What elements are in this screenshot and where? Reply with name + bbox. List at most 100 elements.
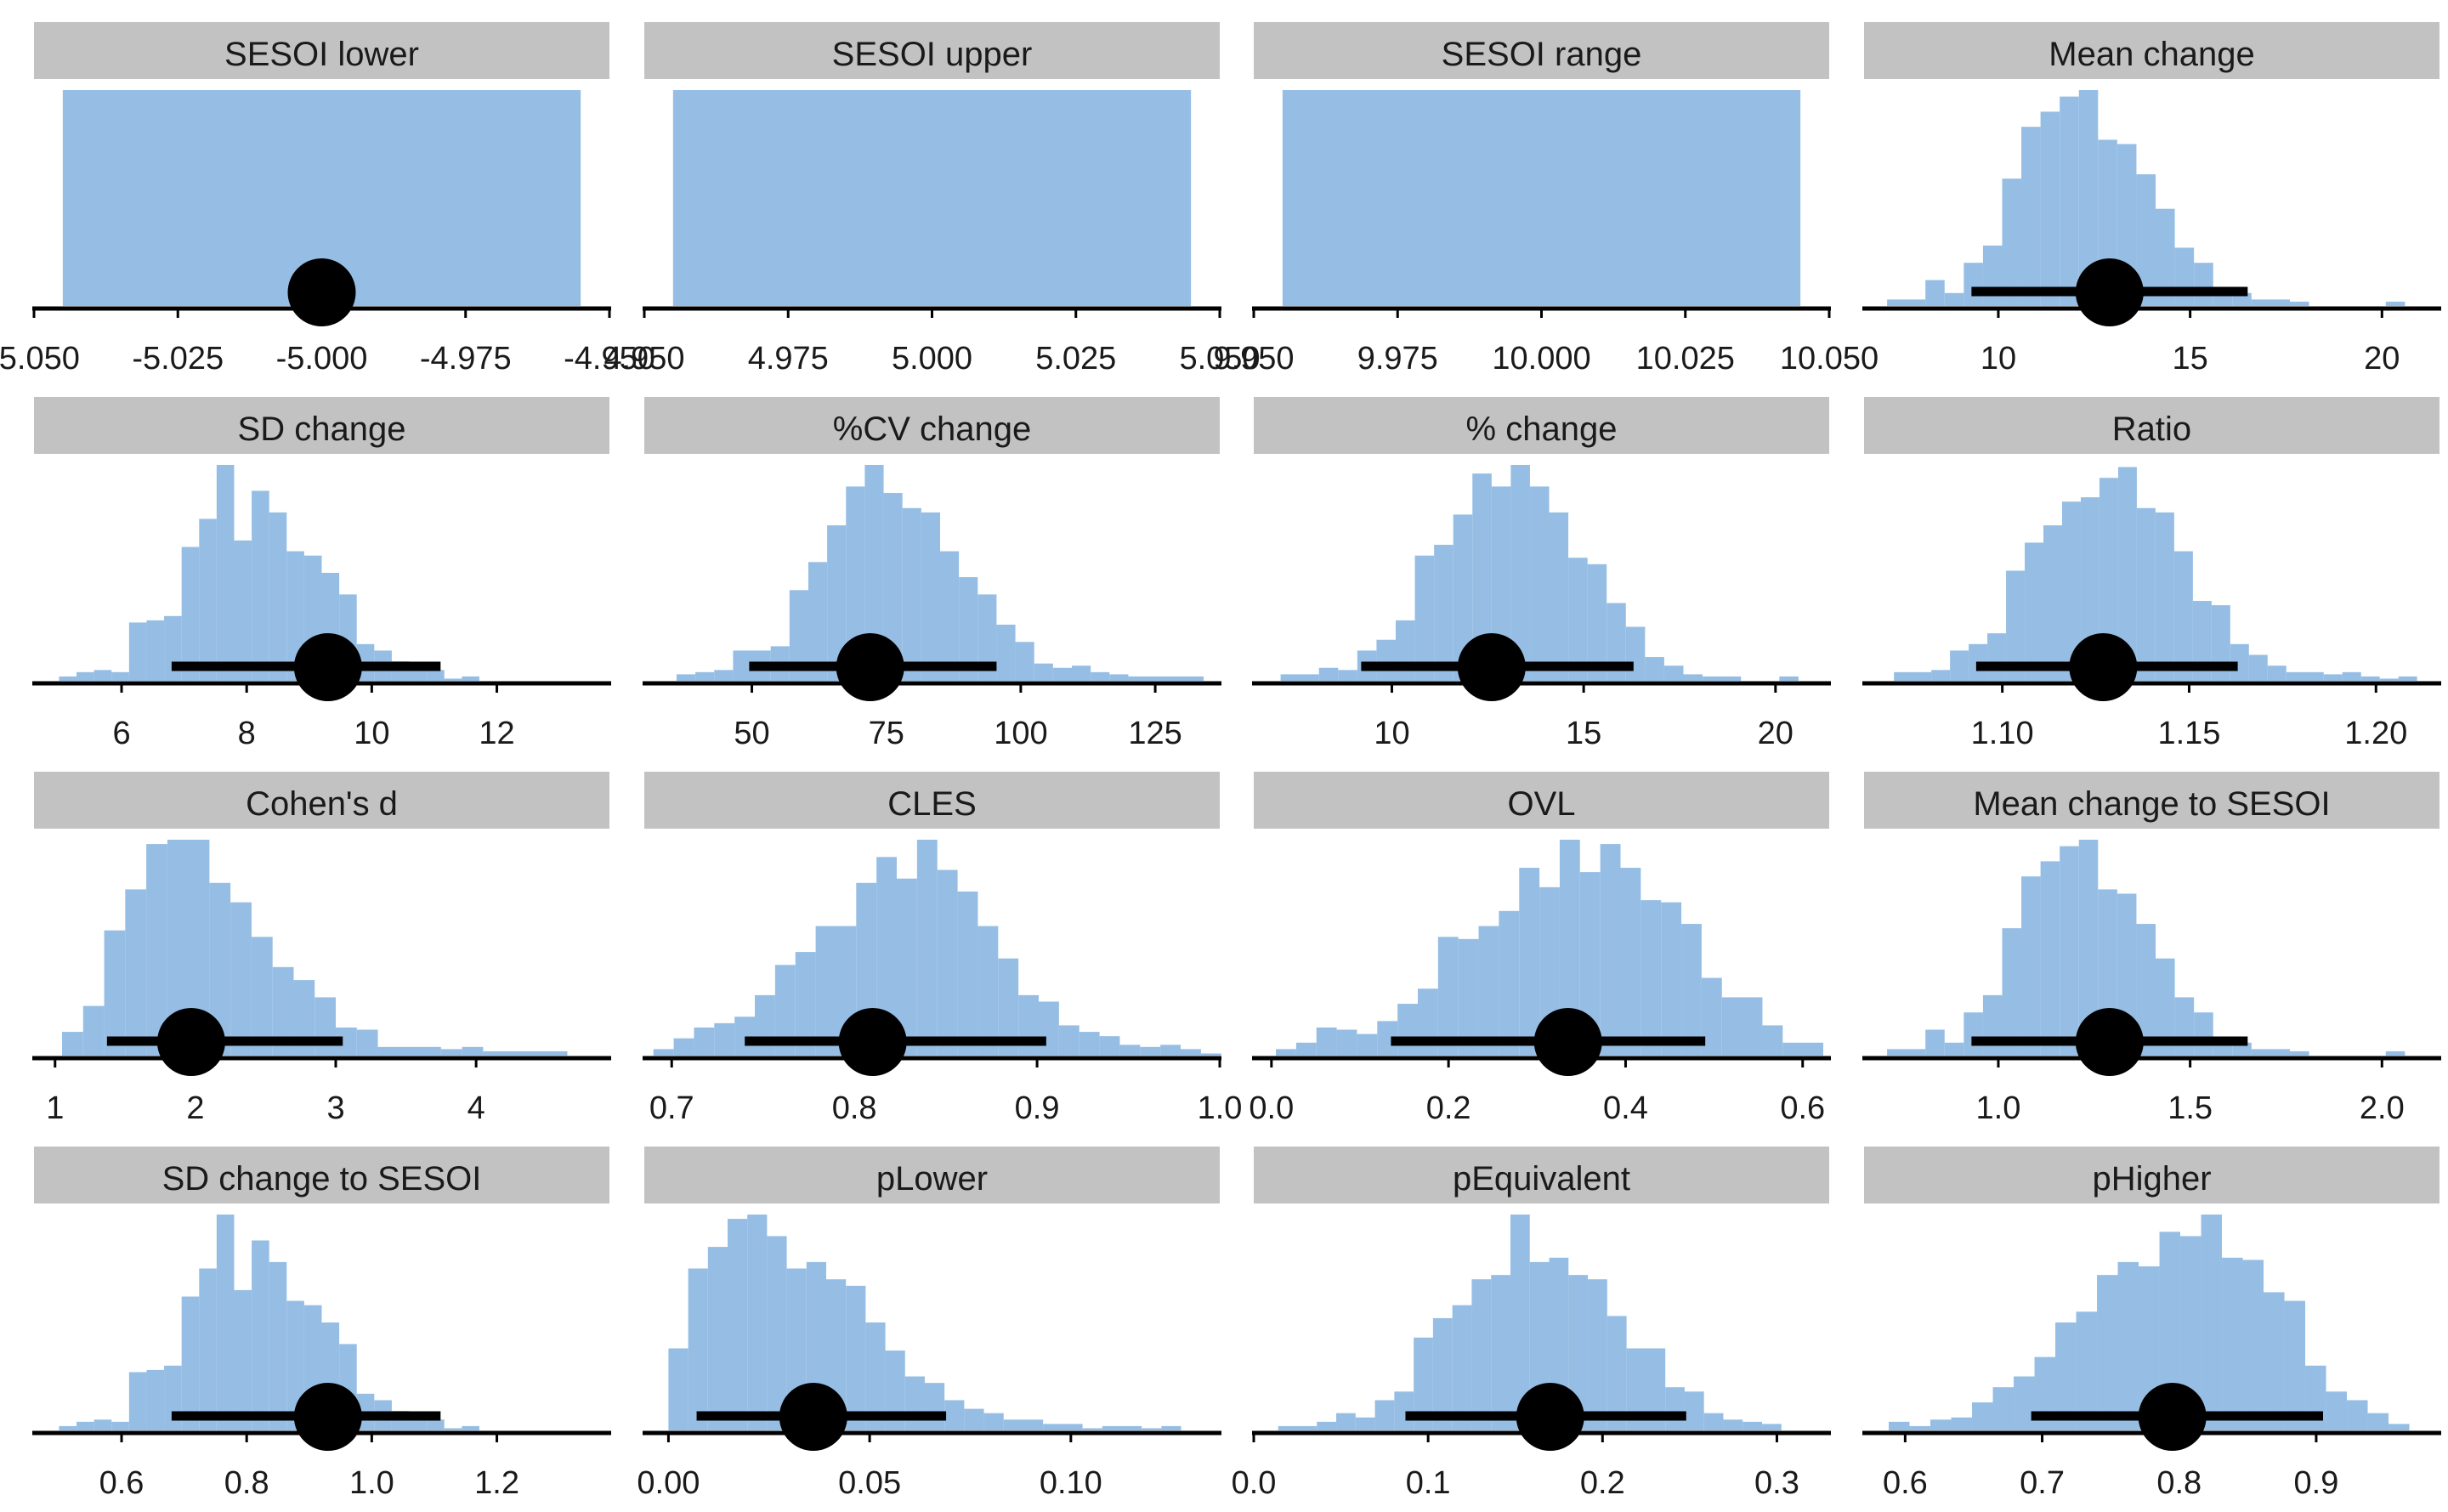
histogram-bar [1102,1425,1142,1430]
histogram-bar [216,465,235,681]
histogram-bar [2155,512,2174,681]
facet-strip [34,1147,609,1203]
histogram-bar [2060,846,2079,1056]
histogram-bar [1782,1042,1824,1056]
histogram-bar [1452,1305,1472,1430]
facet-title: % change [1466,411,1618,448]
histogram-bar [755,994,775,1056]
histogram-bar [1606,1316,1627,1430]
x-tick-label: 1.0 [349,1465,394,1501]
facet-title: SESOI lower [224,36,419,73]
histogram-bar [1681,924,1702,1056]
histogram-bar [1742,1421,1763,1430]
histogram-bar [230,902,252,1056]
histogram-bar [2076,1311,2098,1430]
histogram-bar [1376,639,1396,681]
histogram-bar [199,1268,217,1430]
histogram-bar [356,1029,378,1056]
x-tick-label: 0.2 [1580,1465,1625,1501]
histogram-bar [444,1428,462,1430]
histogram-bar [1414,555,1435,681]
histogram-bar [1109,674,1129,681]
histogram-bar [714,1022,735,1056]
x-tick-label: -5.025 [132,341,224,377]
histogram-bar [1015,642,1034,681]
histogram-bar [939,551,960,681]
histogram-bar [1160,1045,1182,1056]
facet-title: %CV change [833,411,1031,448]
histogram-bar [2078,90,2099,306]
histogram-bar [1034,663,1053,681]
histogram-bar [653,1049,674,1056]
histogram-bar [2385,1050,2406,1056]
histogram-bar [957,891,978,1056]
x-tick-label: 0.3 [1754,1465,1799,1501]
histogram-bar [1721,997,1763,1056]
histogram-bar [234,1289,252,1430]
facet-panel: SD change 6 8 10 12 [32,397,611,751]
point-estimate [293,1383,362,1451]
x-tick-label: -5.050 [0,341,80,377]
facet-title: Ratio [2112,411,2191,448]
histogram-bar [76,1421,94,1430]
histogram-bar [128,1372,147,1430]
histogram-bar [1052,667,1073,681]
x-tick-label: 0.0 [1249,1090,1294,1126]
histogram-bar [2289,301,2309,306]
histogram-bar [1039,1001,1059,1056]
histogram-bar [707,1247,728,1430]
histogram-bar [921,512,940,681]
facet-strip [1864,397,2440,454]
x-tick-label: 0.05 [838,1465,901,1501]
histogram-bar [59,676,77,681]
histogram-bar [1964,263,1983,306]
histogram-bar [978,594,997,681]
histogram-bar [1606,603,1626,681]
histogram-bar [94,670,112,681]
histogram-bar [181,1296,200,1430]
histogram-bar [897,878,917,1056]
facet-panel: SESOI lower -5.050 -5.025 -5.000 -4.975 -4.95… [0,22,655,377]
facet-title: pEquivalent [1453,1160,1630,1198]
x-tick-label: 15 [2172,341,2207,377]
facet-panel: OVL 0.0 0.2 0.4 0.6 [1249,772,1831,1126]
histogram-bar [2192,601,2212,681]
histogram-bar [2002,928,2022,1056]
facet-strip [644,1147,1220,1203]
histogram-bar [2284,1300,2306,1430]
histogram-bar [1889,1421,1910,1430]
histogram-bar [377,1046,441,1056]
histogram-bar [1703,676,1742,681]
histogram-bar [1181,1049,1201,1056]
facet-panel: Ratio 1.10 1.15 1.20 [1862,397,2441,751]
histogram-bar [1276,1049,1296,1056]
histogram-bar [902,507,921,681]
histogram-bar [1661,902,1682,1056]
histogram-bar [774,965,796,1056]
histogram-bar [111,1421,129,1430]
histogram-bar [1972,1402,1993,1430]
x-tick-label: 1.0 [1976,1090,2021,1126]
facet-strip [1254,1147,1829,1203]
x-tick-label: 75 [869,716,904,751]
histogram-bar [2232,292,2252,306]
histogram-bar [1549,512,1569,681]
facet-strip [1864,1147,2440,1203]
histogram-bar [1762,1025,1783,1056]
x-tick-label: 3 [326,1090,344,1126]
histogram-bar [727,1219,748,1430]
point-estimate [838,1008,907,1076]
histogram-bar [252,490,269,681]
histogram-bar [125,889,147,1056]
x-tick-label: 0.8 [2156,1465,2202,1501]
histogram-bar [2222,1257,2243,1430]
x-tick-label: 4.950 [604,341,684,377]
histogram-bar [789,590,808,681]
histogram-bar [1663,665,1684,681]
histogram-bar [483,1050,568,1056]
histogram-bar [82,1005,105,1056]
histogram-bar [1930,1419,1952,1430]
histogram-bar [924,1383,945,1430]
histogram-bar [1471,1279,1492,1430]
histogram-bar [440,1049,462,1056]
